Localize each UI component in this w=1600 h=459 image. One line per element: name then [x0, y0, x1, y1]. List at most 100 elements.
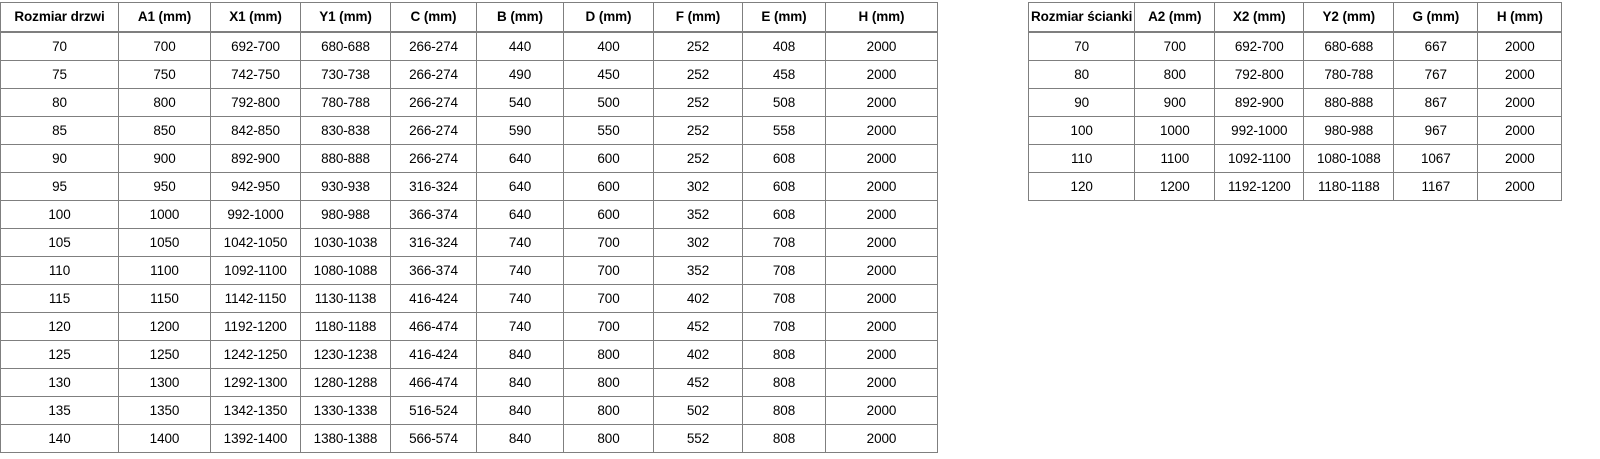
table-cell: 830-838: [300, 116, 391, 145]
table-cell: 502: [653, 396, 743, 425]
table-cell: 416-424: [390, 284, 477, 313]
table-cell: 2000: [825, 31, 938, 61]
table-row: 120 1200 1192-1200 1180-1188 1167 2000: [1027, 172, 1563, 201]
table-cell: 408: [742, 31, 826, 61]
table-cell: 266-274: [390, 116, 477, 145]
table-cell: 252: [653, 88, 743, 117]
table-cell: 967: [1393, 116, 1479, 145]
table-cell: 2000: [825, 88, 938, 117]
table-cell: 452: [653, 312, 743, 341]
row-size-cell: 140: [0, 424, 119, 453]
column-header: B (mm): [476, 2, 564, 33]
doors-dimensions-table-container: Rozmiar drzwi A1 (mm) X1 (mm) Y1 (mm) C (mm)…: [0, 2, 938, 453]
table-cell: 1392-1400: [210, 424, 301, 453]
table-cell: 1100: [1134, 144, 1216, 173]
table-cell: 700: [563, 284, 654, 313]
table-cell: 552: [653, 424, 743, 453]
table-row: 75 750 742-750 730-738 266-274 490 450 252 458 20…: [0, 60, 938, 89]
row-size-cell: 115: [0, 284, 119, 313]
panel-dimensions-table: Rozmiar ścianki A2 (mm) X2 (mm) Y2 (mm) G (m…: [1027, 2, 1563, 201]
table-cell: 302: [653, 228, 743, 257]
table-row: 90 900 892-900 880-888 266-274 640 600 252 608 20…: [0, 144, 938, 173]
column-header: Y2 (mm): [1303, 2, 1395, 33]
table-cell: 366-374: [390, 200, 477, 229]
row-size-cell: 90: [0, 144, 119, 173]
table-cell: 867: [1393, 88, 1479, 117]
row-size-cell: 85: [0, 116, 119, 145]
doors-table-header: Rozmiar drzwi A1 (mm) X1 (mm) Y1 (mm) C (mm)…: [0, 2, 938, 33]
column-header: A1 (mm): [118, 2, 211, 33]
table-cell: 842-850: [210, 116, 301, 145]
table-cell: 992-1000: [210, 200, 301, 229]
table-cell: 500: [563, 88, 654, 117]
table-row: 135 1350 1342-1350 1330-1338 516-524 840 800 50…: [0, 396, 938, 425]
table-row: 90 900 892-900 880-888 867 2000: [1027, 88, 1563, 117]
table-cell: 302: [653, 172, 743, 201]
table-cell: 1000: [1134, 116, 1216, 145]
table-cell: 450: [563, 60, 654, 89]
table-cell: 266-274: [390, 60, 477, 89]
doors-table-body: 70 700 692-700 680-688 266-274 440 400 252 408 20…: [0, 31, 938, 453]
table-cell: 252: [653, 31, 743, 61]
table-cell: 900: [1134, 88, 1216, 117]
table-cell: 540: [476, 88, 564, 117]
table-cell: 252: [653, 60, 743, 89]
table-cell: 708: [742, 312, 826, 341]
table-cell: 608: [742, 200, 826, 229]
table-cell: 466-474: [390, 368, 477, 397]
table-cell: 2000: [825, 368, 938, 397]
row-size-cell: 120: [1027, 172, 1136, 201]
table-cell: 780-788: [300, 88, 391, 117]
table-cell: 792-800: [1214, 60, 1305, 89]
table-cell: 402: [653, 284, 743, 313]
table-cell: 1092-1100: [210, 256, 301, 285]
table-cell: 850: [118, 116, 211, 145]
table-cell: 1280-1288: [300, 368, 391, 397]
table-cell: 1142-1150: [210, 284, 301, 313]
table-cell: 1292-1300: [210, 368, 301, 397]
table-row: 85 850 842-850 830-838 266-274 590 550 252 558 20…: [0, 116, 938, 145]
table-cell: 1167: [1393, 172, 1479, 201]
table-cell: 316-324: [390, 228, 477, 257]
row-size-cell: 95: [0, 172, 119, 201]
table-row: 80 800 792-800 780-788 266-274 540 500 252 508 20…: [0, 88, 938, 117]
panel-table-body: 70 700 692-700 680-688 667 2000 80 800 792-800 78…: [1027, 31, 1563, 201]
column-header: H (mm): [1477, 2, 1563, 33]
table-cell: 1200: [1134, 172, 1216, 201]
table-cell: 2000: [825, 144, 938, 173]
table-row: 125 1250 1242-1250 1230-1238 416-424 840 800 40…: [0, 340, 938, 369]
table-cell: 266-274: [390, 88, 477, 117]
table-cell: 1092-1100: [1214, 144, 1305, 173]
table-row: 70 700 692-700 680-688 266-274 440 400 252 408 20…: [0, 31, 938, 61]
table-cell: 740: [476, 284, 564, 313]
table-cell: 942-950: [210, 172, 301, 201]
table-cell: 1250: [118, 340, 211, 369]
table-cell: 980-988: [300, 200, 391, 229]
table-row: 100 1000 992-1000 980-988 366-374 640 600 352 60…: [0, 200, 938, 229]
table-cell: 608: [742, 144, 826, 173]
table-cell: 808: [742, 396, 826, 425]
table-cell: 266-274: [390, 31, 477, 61]
table-cell: 808: [742, 424, 826, 453]
table-cell: 880-888: [1303, 88, 1395, 117]
table-cell: 266-274: [390, 144, 477, 173]
table-cell: 800: [563, 396, 654, 425]
table-cell: 2000: [1477, 172, 1563, 201]
table-cell: 452: [653, 368, 743, 397]
table-cell: 316-324: [390, 172, 477, 201]
table-cell: 2000: [825, 256, 938, 285]
table-cell: 490: [476, 60, 564, 89]
column-header: Y1 (mm): [300, 2, 391, 33]
table-cell: 840: [476, 368, 564, 397]
table-cell: 800: [563, 340, 654, 369]
table-cell: 700: [563, 312, 654, 341]
table-cell: 992-1000: [1214, 116, 1305, 145]
table-cell: 1230-1238: [300, 340, 391, 369]
table-cell: 700: [563, 228, 654, 257]
row-size-cell: 80: [1027, 60, 1136, 89]
table-cell: 808: [742, 340, 826, 369]
table-cell: 780-788: [1303, 60, 1395, 89]
table-cell: 692-700: [1214, 31, 1305, 61]
table-cell: 740: [476, 312, 564, 341]
table-row: 110 1100 1092-1100 1080-1088 366-374 740 700 35…: [0, 256, 938, 285]
